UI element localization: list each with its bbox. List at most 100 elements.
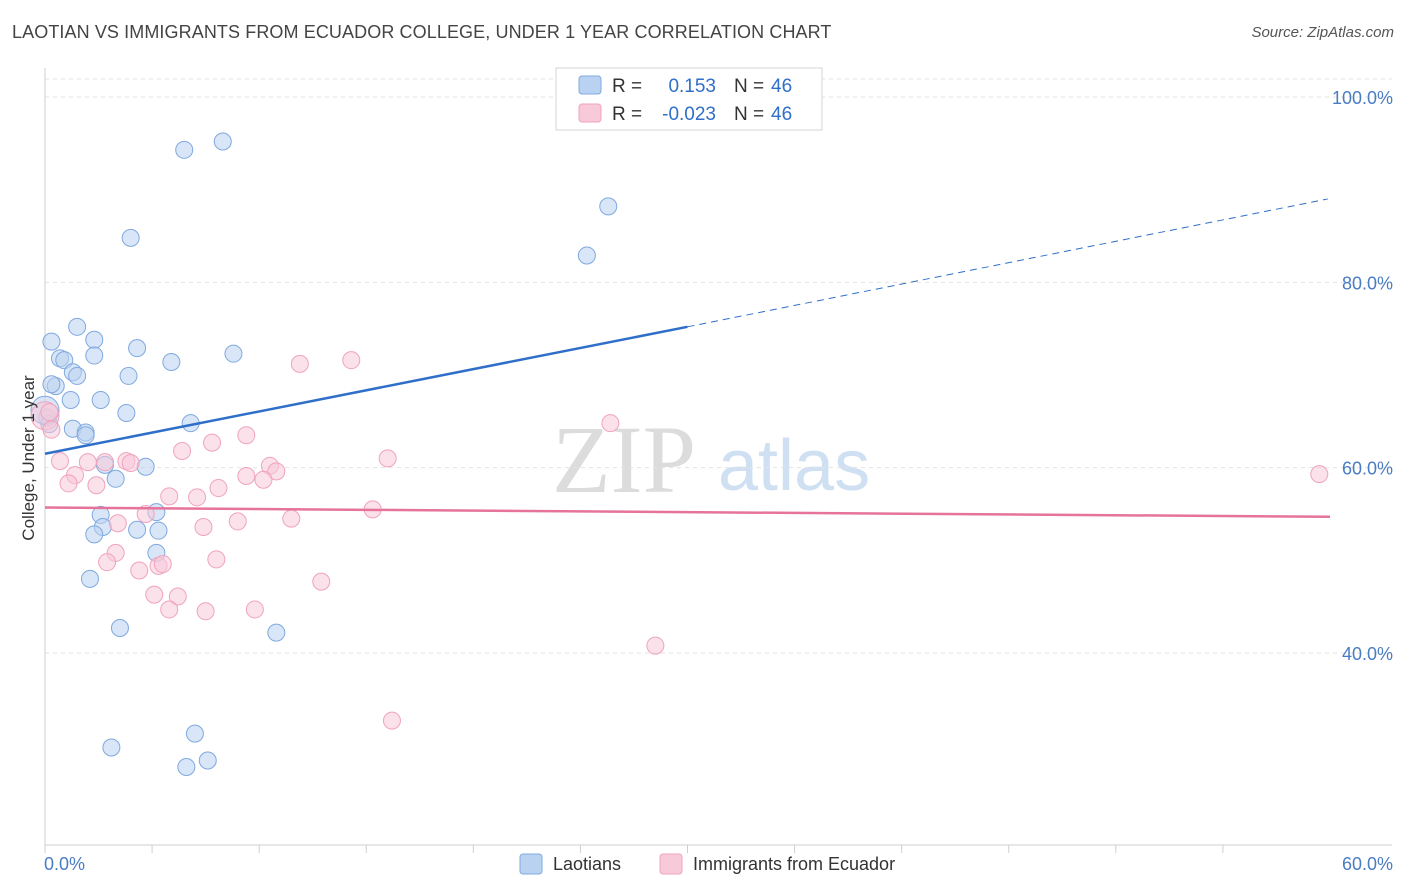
laotian-point-37 [110, 618, 129, 637]
ecuador-point-44 [382, 711, 401, 730]
laotian-point-6 [68, 317, 87, 336]
ecuador-point-42 [245, 600, 264, 619]
correlation-legend: R = 0.153 N = 46 R = -0.023 N = 46 [555, 67, 823, 131]
ecuador-point-32 [98, 553, 117, 572]
laotian-point-7 [85, 330, 104, 349]
x-tick-labels: 0.0% 60.0% [44, 854, 1393, 874]
laotian-point-34 [149, 521, 168, 540]
axes [44, 68, 1392, 853]
ecuador-point-9 [121, 454, 140, 473]
laotian-point-4 [599, 197, 618, 216]
laotian-point-40 [185, 724, 204, 743]
watermark-zip: ZIP [552, 406, 696, 513]
legend-r-label-2: R = [612, 104, 642, 125]
legend-n-label-1: N = [734, 76, 764, 97]
legend-swatch-laotians [578, 75, 602, 95]
ecuador-point-4 [59, 474, 78, 493]
ecuador-point-2 [50, 452, 69, 471]
ecuador-point-17 [1310, 465, 1329, 484]
laotian-point-25 [76, 426, 95, 445]
ecuador-point-33 [130, 561, 149, 580]
ecuador-point-36 [207, 550, 226, 569]
laotian-trend-line [44, 325, 688, 455]
laotian-point-3 [577, 246, 596, 265]
laotian-point-19 [224, 344, 243, 363]
ecuador-point-25 [136, 505, 155, 523]
ecuador-point-45 [40, 403, 59, 422]
ecuador-point-15 [378, 449, 397, 468]
x-tick-label-0: 0.0% [44, 854, 85, 874]
ecuador-point-10 [173, 441, 192, 460]
watermark-atlas: atlas [718, 426, 870, 506]
ecuador-point-11 [203, 433, 222, 452]
ecuador-point-24 [188, 488, 207, 507]
laotian-point-0 [175, 140, 194, 159]
laotian-point-14 [61, 391, 80, 410]
ecuador-point-20 [267, 462, 286, 481]
laotian-point-1 [213, 132, 232, 151]
ecuador-trend-line [44, 506, 1331, 519]
trend-lines [44, 198, 1331, 519]
ecuador-point-43 [646, 636, 665, 655]
ecuador-point-28 [108, 514, 127, 533]
x-tick-label-1: 60.0% [1342, 854, 1393, 874]
legend-r-value-1: 0.153 [668, 76, 716, 97]
data-points [30, 132, 1329, 776]
series-legend-swatch-laotians [519, 853, 543, 875]
ecuador-point-23 [160, 487, 179, 506]
ecuador-point-5 [87, 476, 106, 495]
ecuador-point-26 [282, 509, 301, 528]
ecuador-point-30 [228, 512, 247, 531]
series-legend-label-laotians: Laotians [553, 854, 621, 874]
gridlines [45, 78, 1392, 654]
laotian-point-32 [85, 525, 104, 544]
ecuador-point-38 [145, 585, 164, 604]
laotian-point-38 [267, 623, 286, 642]
series-legend-label-ecuador: Immigrants from Ecuador [693, 854, 895, 874]
y-tick-label-1: 80.0% [1342, 273, 1393, 293]
laotian-point-2 [121, 228, 140, 247]
ecuador-point-18 [237, 467, 256, 486]
ecuador-point-22 [209, 479, 228, 498]
ecuador-point-16 [601, 414, 620, 433]
ecuador-point-37 [312, 572, 331, 591]
laotian-point-28 [136, 457, 155, 476]
laotian-trend-extension [687, 198, 1328, 328]
legend-r-label-1: R = [612, 76, 642, 97]
ecuador-point-29 [194, 517, 213, 536]
legend-n-label-2: N = [734, 104, 764, 125]
series-legend: Laotians Immigrants from Ecuador [519, 853, 895, 875]
laotian-point-5 [42, 332, 61, 351]
laotian-point-27 [106, 469, 125, 488]
laotian-point-36 [80, 569, 99, 588]
ecuador-point-40 [160, 600, 179, 619]
laotian-point-18 [162, 353, 181, 372]
y-tick-label-2: 60.0% [1342, 459, 1393, 479]
chart-source: Source: ZipAtlas.com [1251, 24, 1394, 41]
legend-n-value-1: 46 [771, 76, 792, 97]
laotian-point-8 [85, 346, 104, 365]
ecuador-point-39 [168, 587, 187, 606]
y-tick-labels: 100.0% 80.0% 60.0% 40.0% [1332, 88, 1393, 664]
laotian-point-21 [117, 403, 136, 422]
ecuador-point-14 [342, 351, 361, 370]
y-tick-label-3: 40.0% [1342, 644, 1393, 664]
legend-n-value-2: 46 [771, 104, 792, 125]
ecuador-point-13 [290, 354, 309, 373]
ecuador-point-35 [153, 555, 172, 574]
chart-title: LAOTIAN VS IMMIGRANTS FROM ECUADOR COLLE… [12, 22, 832, 42]
laotian-point-20 [42, 375, 61, 394]
y-axis-label: College, Under 1 year [19, 375, 38, 541]
laotian-point-42 [198, 751, 217, 770]
legend-swatch-ecuador [578, 103, 602, 123]
ecuador-point-41 [196, 602, 215, 621]
laotian-point-12 [68, 366, 87, 385]
ecuador-point-1 [42, 420, 61, 439]
laotian-point-15 [91, 391, 110, 410]
laotian-point-39 [102, 738, 121, 757]
ecuador-point-12 [237, 426, 256, 445]
laotian-point-41 [177, 757, 196, 776]
laotian-point-16 [119, 366, 138, 385]
legend-r-value-2: -0.023 [662, 104, 716, 125]
